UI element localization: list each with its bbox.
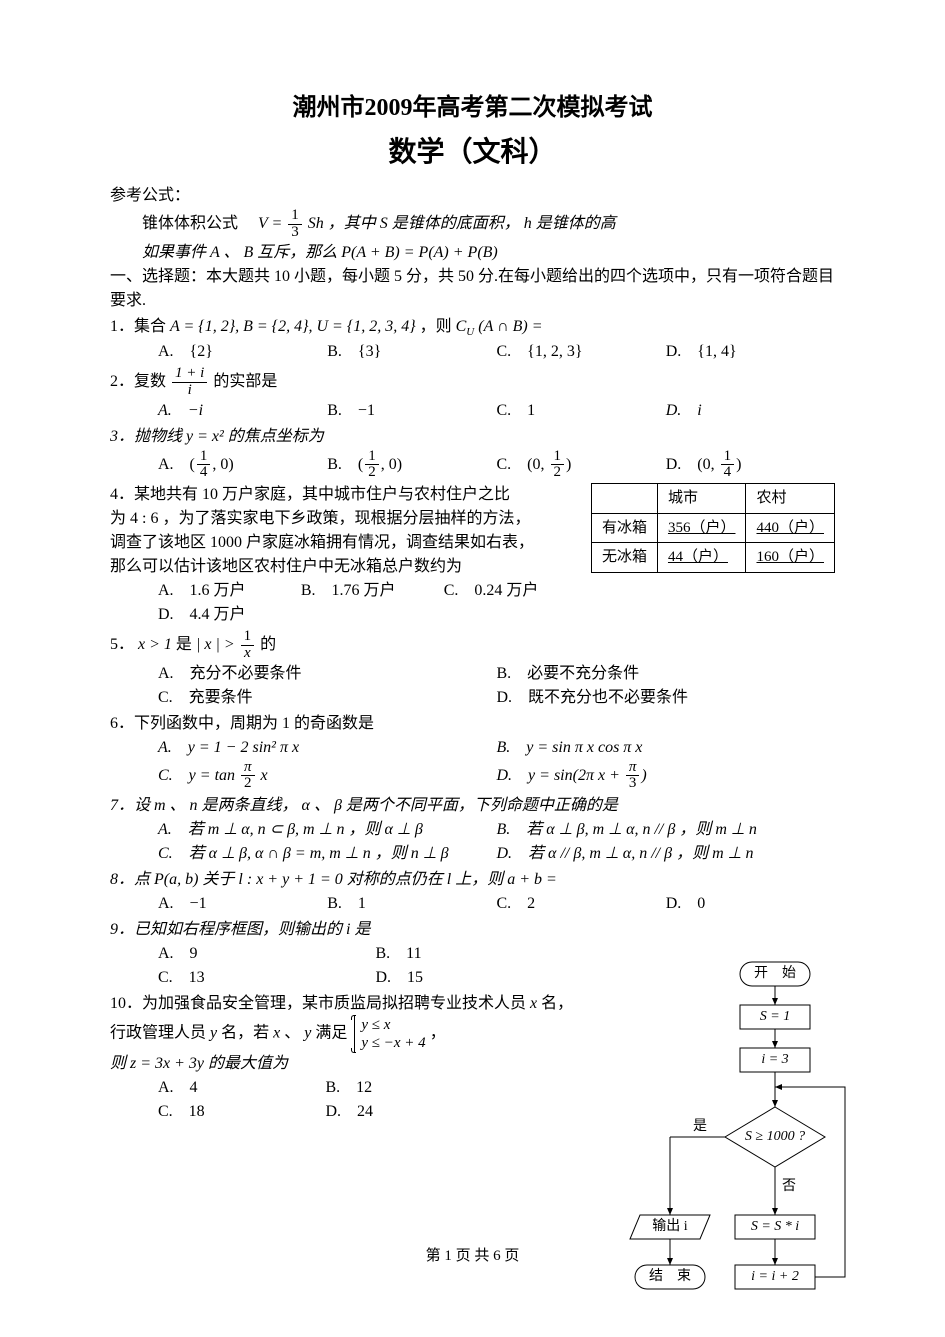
section-1-heading: 一、选择题：本大题共 10 小题，每小题 5 分，共 50 分.在每小题给出的四… — [110, 265, 835, 313]
flow-yes-label: 是 — [693, 1119, 707, 1134]
option-b: B. (12, 0) — [327, 449, 496, 482]
complement-symbol: CU — [456, 318, 475, 335]
table-row: 无冰箱 44（户） 160（户） — [591, 543, 834, 573]
option-b: B. 1 — [327, 892, 496, 916]
q4-options: A. 1.6 万户 B. 1.76 万户 C. 0.24 万户 D. 4.4 万… — [110, 579, 591, 627]
option-a: A. (14, 0) — [158, 449, 327, 482]
question-1: 1．集合 A = {1, 2}, B = {2, 4}, U = {1, 2, … — [110, 315, 835, 365]
option-b: B. 若 α ⊥ β, m ⊥ α, n // β ，则 m ⊥ n — [497, 818, 836, 842]
option-d: D. (0, 14) — [666, 449, 835, 482]
q4-text: 4．某地共有 10 万户家庭，其中城市住户与农村住户之比 为 4 : 6 ，为了… — [110, 483, 591, 627]
table-row: 有冰箱 356（户） 440（户） — [591, 513, 834, 543]
flowchart-svg: 开 始 S = 1 i = 3 S ≥ 1000 ? 是 否 输出 i — [585, 957, 865, 1317]
question-10: 10．为加强食品安全管理，某市质监局拟招聘专业技术人员 x 名， 行政管理人员 … — [110, 992, 589, 1124]
option-c: C. 1 — [497, 399, 666, 423]
table-row: 城市 农村 — [591, 484, 834, 514]
option-c: C. 2 — [497, 892, 666, 916]
option-a: A. {2} — [158, 340, 327, 364]
formula-v: V = — [258, 215, 282, 232]
q5-options: A. 充分不必要条件 B. 必要不充分条件 C. 充要条件 D. 既不充分也不必… — [110, 662, 835, 710]
option-a: A. 9 — [158, 942, 376, 966]
text: 锥体体积公式 — [142, 215, 254, 232]
option-b: B. 12 — [325, 1076, 492, 1100]
option-a: A. 4 — [158, 1076, 325, 1100]
option-d: D. {1, 4} — [666, 340, 835, 364]
reference-line-2: 如果事件 A 、 B 互斥，那么 P(A + B) = P(A) + P(B) — [110, 241, 835, 265]
option-b: B. 必要不充分条件 — [497, 662, 836, 686]
option-c: C. 13 — [158, 966, 376, 990]
q2-options: A. −i B. −1 C. 1 D. i — [110, 399, 835, 423]
q10-options: A. 4 B. 12 C. 18 D. 24 — [110, 1076, 493, 1124]
reference-heading: 参考公式： — [110, 184, 835, 208]
option-d: D. 4.4 万户 — [158, 603, 591, 627]
question-2: 2．复数 1 + i i 的实部是 A. −i B. −1 C. 1 D. i — [110, 366, 835, 423]
exam-subtitle: 数学（文科） — [110, 132, 835, 174]
flow-assign-i-label: i = i + 2 — [751, 1269, 799, 1284]
flow-end-label: 结 束 — [649, 1268, 691, 1284]
option-d: D. 24 — [325, 1100, 492, 1124]
flow-s1-label: S = 1 — [760, 1009, 790, 1024]
fraction: 1 3 — [288, 208, 302, 241]
option-d: D. 既不充分也不必要条件 — [497, 686, 836, 710]
flowchart: 开 始 S = 1 i = 3 S ≥ 1000 ? 是 否 输出 i — [585, 957, 865, 1317]
option-c: C. 充要条件 — [158, 686, 497, 710]
option-a: A. 充分不必要条件 — [158, 662, 497, 686]
q1-options: A. {2} B. {3} C. {1, 2, 3} D. {1, 4} — [110, 340, 835, 364]
question-7: 7．设 m 、 n 是两条直线， α 、 β 是两个不同平面，下列命题中正确的是… — [110, 794, 835, 866]
flow-i3-label: i = 3 — [761, 1052, 788, 1067]
flow-no-label: 否 — [782, 1179, 796, 1194]
page: 潮州市2009年高考第二次模拟考试 数学（文科） 参考公式： 锥体体积公式 V … — [0, 0, 945, 1337]
exam-title: 潮州市2009年高考第二次模拟考试 — [110, 90, 835, 126]
question-3: 3．抛物线 y = x² 的焦点坐标为 A. (14, 0) B. (12, 0… — [110, 425, 835, 482]
option-d: D. 15 — [376, 966, 594, 990]
q3-options: A. (14, 0) B. (12, 0) C. (0, 12) D. (0, … — [110, 449, 835, 482]
system-brace: y ≤ x y ≤ −x + 4 — [354, 1016, 425, 1052]
question-5: 5． x > 1 是 | x | > 1x 的 A. 充分不必要条件 B. 必要… — [110, 629, 835, 710]
flow-cond-label: S ≥ 1000 ? — [745, 1129, 805, 1144]
flow-out-label: 输出 i — [652, 1218, 687, 1234]
option-b: B. y = sin π x cos π x — [497, 736, 836, 760]
option-c: C. (0, 12) — [497, 449, 666, 482]
question-4: 4．某地共有 10 万户家庭，其中城市住户与农村住户之比 为 4 : 6 ，为了… — [110, 483, 835, 627]
option-c: C. 18 — [158, 1100, 325, 1124]
option-a: A. 若 m ⊥ α, n ⊂ β, m ⊥ n ，则 α ⊥ β — [158, 818, 497, 842]
option-b: B. −1 — [327, 399, 496, 423]
q8-options: A. −1 B. 1 C. 2 D. 0 — [110, 892, 835, 916]
option-d: D. 0 — [666, 892, 835, 916]
option-a: A. y = 1 − 2 sin² π x — [158, 736, 497, 760]
option-d: D. 若 α // β, m ⊥ α, n // β ，则 m ⊥ n — [497, 842, 836, 866]
fraction: 1 + i i — [172, 366, 207, 399]
option-b: B. 11 — [376, 942, 594, 966]
option-c: C. 若 α ⊥ β, α ∩ β = m, m ⊥ n ，则 n ⊥ β — [158, 842, 497, 866]
question-8: 8．点 P(a, b) 关于 l : x + y + 1 = 0 对称的点仍在 … — [110, 868, 835, 916]
option-b: B. {3} — [327, 340, 496, 364]
q6-options: A. y = 1 − 2 sin² π x B. y = sin π x cos… — [110, 736, 835, 793]
option-c: C. 0.24 万户 — [444, 579, 587, 603]
option-d: D. i — [666, 399, 835, 423]
flow-assign-s-label: S = S * i — [751, 1219, 799, 1234]
option-c: C. y = tan π2 x — [158, 760, 497, 793]
option-d: D. y = sin(2π x + π3) — [497, 760, 836, 793]
option-a: A. −i — [158, 399, 327, 423]
text: Sh ，其中 S 是锥体的底面积， h 是锥体的高 — [308, 215, 616, 232]
q7-options: A. 若 m ⊥ α, n ⊂ β, m ⊥ n ，则 α ⊥ β B. 若 α… — [110, 818, 835, 866]
flow-start-label: 开 始 — [754, 965, 796, 981]
option-c: C. {1, 2, 3} — [497, 340, 666, 364]
option-a: A. 1.6 万户 — [158, 579, 301, 603]
option-a: A. −1 — [158, 892, 327, 916]
q4-table: 城市 农村 有冰箱 356（户） 440（户） 无冰箱 44（户） 160（户） — [591, 483, 835, 573]
question-6: 6．下列函数中，周期为 1 的奇函数是 A. y = 1 − 2 sin² π … — [110, 712, 835, 793]
reference-line-1: 锥体体积公式 V = 1 3 Sh ，其中 S 是锥体的底面积， h 是锥体的高 — [110, 208, 835, 241]
option-b: B. 1.76 万户 — [301, 579, 444, 603]
q9-options: A. 9 B. 11 C. 13 D. 15 — [110, 942, 593, 990]
